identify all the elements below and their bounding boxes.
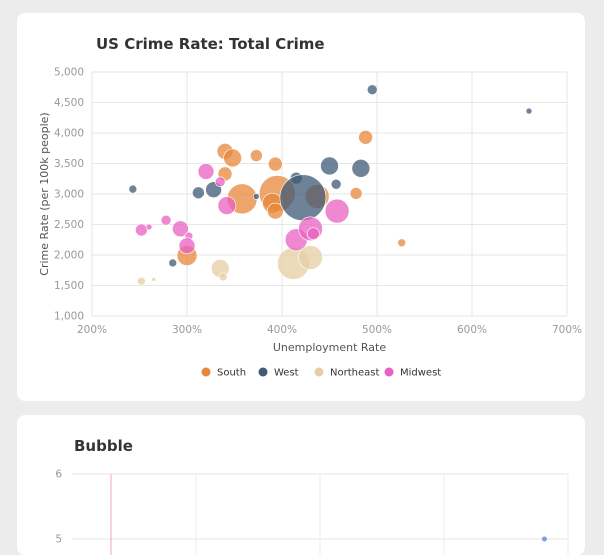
bubble-point-west[interactable] [168, 258, 178, 268]
x-tick-label: 500% [362, 324, 392, 336]
bubble-point-south[interactable] [358, 129, 373, 145]
legend-marker-northeast [314, 367, 324, 377]
legend-marker-west [258, 367, 268, 377]
bubble-point-midwest[interactable] [197, 163, 215, 180]
bubble-point-midwest[interactable] [214, 176, 226, 188]
bubble-point-south[interactable] [268, 156, 283, 172]
bubble-point-midwest[interactable] [160, 214, 172, 226]
bubble-point-northeast[interactable] [218, 272, 228, 282]
bubble-point-midwest[interactable] [324, 198, 350, 224]
bubble-point-south[interactable] [397, 238, 407, 248]
bubble-point-west[interactable] [366, 84, 378, 95]
x-tick-label: 300% [172, 324, 202, 336]
bubble-point[interactable] [541, 536, 547, 542]
y-tick-label: 2,500 [54, 219, 84, 231]
bubble-point-south[interactable] [223, 148, 242, 168]
legend-marker-midwest [384, 367, 394, 377]
bubble-point-west[interactable] [279, 174, 327, 221]
bubble-point-midwest[interactable] [145, 223, 153, 231]
y-tick-label: 3,500 [54, 158, 84, 170]
y-tick-label: 2,000 [54, 250, 84, 262]
x-tick-label: 200% [77, 324, 107, 336]
x-tick-label: 600% [457, 324, 487, 336]
bubble-point-west[interactable] [128, 184, 138, 194]
y-tick-label: 4,000 [54, 128, 84, 140]
crime-chart-card: US Crime Rate: Total Crime 1,000 1,500 2,0… [17, 13, 585, 401]
bubble-point-south[interactable] [250, 149, 263, 162]
bubble-point-south[interactable] [267, 202, 284, 220]
bubble-point-midwest[interactable] [217, 196, 237, 215]
legend-label-south[interactable]: South [217, 368, 246, 379]
legend-label-midwest[interactable]: Midwest [400, 368, 441, 379]
bubble-point-midwest[interactable] [135, 223, 148, 237]
bubble-point-west[interactable] [330, 178, 342, 190]
x-tick-label: 700% [552, 324, 582, 336]
bubble-point-west[interactable] [351, 159, 371, 178]
bubble-point-west[interactable] [192, 186, 205, 200]
y-tick-label: 3,000 [54, 189, 84, 201]
crime-scatter-chart: 1,000 1,500 2,000 2,500 3,000 3,500 4,000 4,500… [38, 67, 582, 379]
bubble-point-west[interactable] [320, 156, 339, 176]
bubble-chart-title: Bubble [74, 437, 133, 455]
bubble-point-northeast[interactable] [137, 276, 146, 286]
bubble-point-midwest[interactable] [172, 220, 189, 238]
legend-marker-south [201, 367, 211, 377]
bubble-point-northeast[interactable] [298, 245, 323, 270]
y-axis-title: Crime Rate (per 100k people) [38, 112, 51, 275]
x-tick-label: 400% [267, 324, 297, 336]
bubble-point-midwest[interactable] [178, 237, 196, 255]
y-tick-label: 5,000 [54, 67, 84, 79]
y-tick-label: 1,500 [54, 280, 84, 292]
bubble-point-northeast[interactable] [151, 277, 157, 282]
legend-label-northeast[interactable]: Northeast [330, 368, 379, 379]
y-tick-label: 4,500 [54, 97, 84, 109]
y-tick-label: 5 [55, 534, 62, 546]
y-tick-label: 1,000 [54, 311, 84, 323]
bubble-point-west[interactable] [525, 107, 533, 115]
crime-chart-title: US Crime Rate: Total Crime [96, 35, 325, 53]
bubble-point-south[interactable] [349, 187, 363, 200]
bubble-point-west[interactable] [253, 193, 260, 200]
y-tick-label: 6 [55, 469, 62, 481]
legend-label-west[interactable]: West [274, 368, 299, 379]
bubble-point-midwest[interactable] [307, 227, 320, 240]
x-axis-title: Unemployment Rate [273, 341, 387, 354]
bubble-chart: 65 [55, 469, 569, 555]
